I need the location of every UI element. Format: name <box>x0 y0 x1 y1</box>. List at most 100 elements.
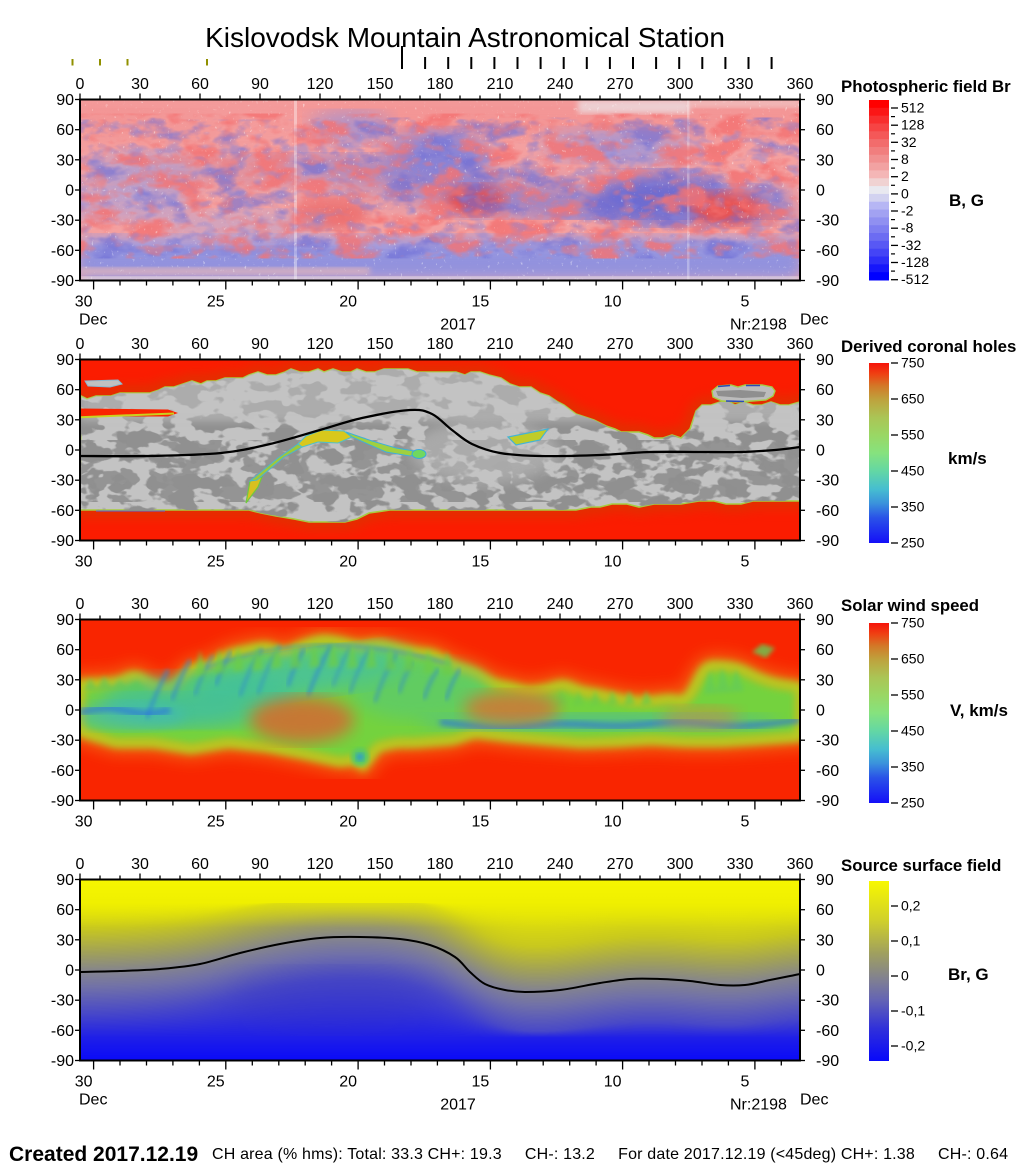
svg-text:30: 30 <box>816 152 834 169</box>
svg-text:-8: -8 <box>901 220 914 236</box>
svg-text:210: 210 <box>487 76 514 93</box>
svg-text:-60: -60 <box>816 243 839 260</box>
svg-text:270: 270 <box>607 336 634 353</box>
svg-text:30: 30 <box>75 554 93 571</box>
svg-text:360: 360 <box>787 596 814 613</box>
svg-text:-512: -512 <box>901 271 929 287</box>
svg-text:550: 550 <box>901 687 925 703</box>
svg-text:250: 250 <box>901 795 925 811</box>
svg-text:30: 30 <box>75 1074 93 1091</box>
svg-text:30: 30 <box>131 856 149 873</box>
svg-text:60: 60 <box>56 902 74 919</box>
svg-text:60: 60 <box>191 336 209 353</box>
svg-text:Nr:2198: Nr:2198 <box>730 1097 787 1114</box>
svg-text:30: 30 <box>75 814 93 831</box>
svg-text:10: 10 <box>604 814 622 831</box>
svg-text:90: 90 <box>56 92 74 109</box>
svg-text:0: 0 <box>65 443 74 460</box>
svg-text:250: 250 <box>901 535 925 551</box>
svg-text:0: 0 <box>901 185 909 201</box>
svg-text:10: 10 <box>604 294 622 311</box>
svg-text:0: 0 <box>65 183 74 200</box>
svg-text:0: 0 <box>901 968 909 984</box>
svg-text:0: 0 <box>76 76 85 93</box>
svg-text:-60: -60 <box>51 503 74 520</box>
svg-text:300: 300 <box>667 856 694 873</box>
svg-text:30: 30 <box>816 412 834 429</box>
svg-text:360: 360 <box>787 336 814 353</box>
svg-text:360: 360 <box>787 856 814 873</box>
svg-text:5: 5 <box>740 1074 749 1091</box>
svg-text:-90: -90 <box>816 793 839 810</box>
svg-text:-30: -30 <box>816 473 839 490</box>
svg-text:30: 30 <box>75 294 93 311</box>
svg-text:-2: -2 <box>901 203 914 219</box>
svg-text:Dec: Dec <box>800 312 828 329</box>
svg-text:-30: -30 <box>51 473 74 490</box>
svg-text:-30: -30 <box>51 213 74 230</box>
svg-text:150: 150 <box>367 856 394 873</box>
svg-text:-30: -30 <box>816 213 839 230</box>
svg-text:150: 150 <box>367 336 394 353</box>
svg-text:0: 0 <box>65 963 74 980</box>
svg-text:180: 180 <box>427 76 454 93</box>
svg-text:10: 10 <box>604 554 622 571</box>
svg-text:750: 750 <box>901 615 925 631</box>
svg-text:0: 0 <box>65 703 74 720</box>
svg-text:-60: -60 <box>816 1023 839 1040</box>
svg-text:20: 20 <box>339 814 357 831</box>
svg-text:Nr:2198: Nr:2198 <box>730 317 787 334</box>
svg-text:20: 20 <box>339 554 357 571</box>
svg-text:360: 360 <box>787 76 814 93</box>
svg-text:-0,2: -0,2 <box>901 1038 925 1054</box>
svg-text:750: 750 <box>901 355 925 371</box>
svg-text:0,1: 0,1 <box>901 933 921 949</box>
svg-text:0: 0 <box>816 963 825 980</box>
svg-text:128: 128 <box>901 117 925 133</box>
svg-text:30: 30 <box>816 672 834 689</box>
svg-text:-0,1: -0,1 <box>901 1003 925 1019</box>
svg-text:270: 270 <box>607 76 634 93</box>
svg-text:330: 330 <box>727 596 754 613</box>
svg-text:270: 270 <box>607 596 634 613</box>
svg-text:Kislovodsk Mountain Astronomic: Kislovodsk Mountain Astronomical Station <box>205 22 725 53</box>
svg-text:Source surface field: Source surface field <box>841 856 1001 875</box>
svg-text:300: 300 <box>667 76 694 93</box>
svg-text:-60: -60 <box>816 503 839 520</box>
svg-text:8: 8 <box>901 151 909 167</box>
svg-text:90: 90 <box>251 76 269 93</box>
svg-text:300: 300 <box>667 596 694 613</box>
svg-text:25: 25 <box>207 1074 225 1091</box>
svg-text:30: 30 <box>56 412 74 429</box>
svg-text:60: 60 <box>816 382 834 399</box>
svg-text:90: 90 <box>816 352 834 369</box>
svg-text:60: 60 <box>816 642 834 659</box>
svg-text:120: 120 <box>307 596 334 613</box>
svg-text:-90: -90 <box>51 273 74 290</box>
svg-text:Br, G: Br, G <box>948 965 989 984</box>
svg-text:20: 20 <box>339 294 357 311</box>
svg-text:240: 240 <box>547 76 574 93</box>
svg-text:0: 0 <box>76 596 85 613</box>
svg-text:150: 150 <box>367 76 394 93</box>
svg-text:Dec: Dec <box>79 312 107 329</box>
svg-text:60: 60 <box>56 382 74 399</box>
svg-text:650: 650 <box>901 391 925 407</box>
svg-text:30: 30 <box>816 932 834 949</box>
svg-text:-60: -60 <box>51 763 74 780</box>
svg-text:15: 15 <box>472 554 490 571</box>
svg-text:-90: -90 <box>816 273 839 290</box>
svg-text:20: 20 <box>339 1074 357 1091</box>
svg-text:90: 90 <box>56 872 74 889</box>
svg-text:15: 15 <box>472 1074 490 1091</box>
svg-text:330: 330 <box>727 76 754 93</box>
svg-text:-90: -90 <box>51 1053 74 1070</box>
svg-text:5: 5 <box>740 814 749 831</box>
svg-text:5: 5 <box>740 554 749 571</box>
svg-text:-32: -32 <box>901 237 921 253</box>
svg-text:60: 60 <box>56 122 74 139</box>
svg-text:2: 2 <box>901 168 909 184</box>
svg-text:-90: -90 <box>51 533 74 550</box>
svg-text:10: 10 <box>604 1074 622 1091</box>
svg-text:0: 0 <box>76 336 85 353</box>
